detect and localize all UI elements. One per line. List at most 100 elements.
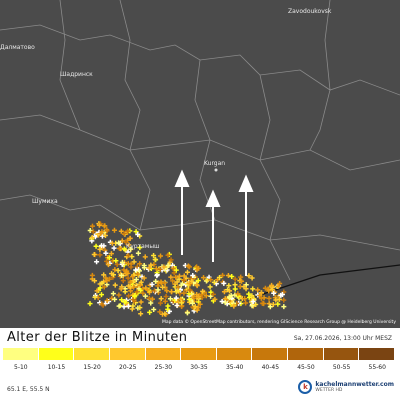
strike [133,277,139,283]
strike [246,273,252,279]
strike [222,300,228,306]
strike [137,305,143,311]
strike [101,223,107,229]
strike [176,273,182,279]
strike [114,262,120,268]
strike [125,275,131,281]
strike [103,250,109,256]
strike [129,254,135,260]
legend-item: 35-40 [216,348,253,371]
legend-title: Alter der Blitze in Minuten [7,330,188,345]
strike [242,296,248,302]
strike [239,278,245,284]
strike [157,266,163,272]
strike [163,293,169,299]
strike [147,309,153,315]
strike [137,282,143,288]
strike [170,265,176,271]
strike [164,288,170,294]
strike [235,291,241,297]
strike [101,284,107,290]
strike [221,280,227,286]
strike [194,282,200,288]
strike [118,286,124,292]
strike [250,299,256,305]
strike [133,267,139,273]
legend-label: 40-45 [261,364,280,371]
city-dot [214,168,218,172]
legend-label: 5-10 [14,364,28,371]
strike [266,288,272,294]
strike [174,302,180,308]
strike [157,309,163,315]
strike [255,287,261,293]
strike [269,287,275,293]
timestamp: Sa, 27.06.2026, 13:00 Uhr MESZ [293,335,392,342]
strike [116,303,122,309]
strike [277,281,283,287]
legend-swatch [74,348,110,360]
strike [141,265,147,271]
strike [92,278,98,284]
strike [119,238,125,244]
strike [138,288,144,294]
strike [231,303,237,309]
strike [137,261,143,267]
strike [122,289,128,295]
logo-text: kachelmannwetter.com WETTER HD [315,381,394,393]
strike [112,296,118,302]
strike [246,294,252,300]
strike [158,253,164,259]
strike [155,287,161,293]
strike [92,294,98,300]
strike [266,301,272,307]
strike [137,245,143,251]
lightning-strikes [87,221,287,318]
strike [192,304,198,310]
strike [154,273,160,279]
strike [152,288,158,294]
strike [199,292,205,298]
strike [130,297,136,303]
strike [125,252,131,258]
strike [130,303,136,309]
strike [104,298,110,304]
strike [130,274,136,280]
strike [196,265,202,271]
legend-label: 15-20 [83,364,101,371]
strike [148,262,154,268]
strike [94,259,100,265]
strike [171,270,177,276]
strike [146,265,152,271]
motion-arrows [174,169,254,276]
strike [179,300,185,306]
strike [135,232,141,238]
strike [160,284,166,290]
strike [116,240,122,246]
strike [136,268,142,274]
strike [99,292,105,298]
strike [97,252,103,258]
strike [221,289,227,295]
legend-swatch [288,348,324,360]
strike [162,280,168,286]
national-border [229,264,400,301]
strike [97,246,103,252]
strike [102,233,108,239]
strike [270,301,276,307]
strike [149,281,155,287]
strike [238,274,244,280]
strike [175,284,181,290]
strike [104,258,110,264]
strike [133,229,139,235]
strike [109,271,115,277]
strike [152,256,158,262]
legend-item: 5-10 [3,348,39,371]
strike [87,301,93,307]
legend-swatch [3,348,39,360]
legend-item: 15-20 [74,348,110,371]
strike [127,284,133,290]
strike [250,286,256,292]
place-label: Далматово [0,44,35,51]
logo[interactable]: k kachelmannwetter.com WETTER HD [298,380,394,394]
